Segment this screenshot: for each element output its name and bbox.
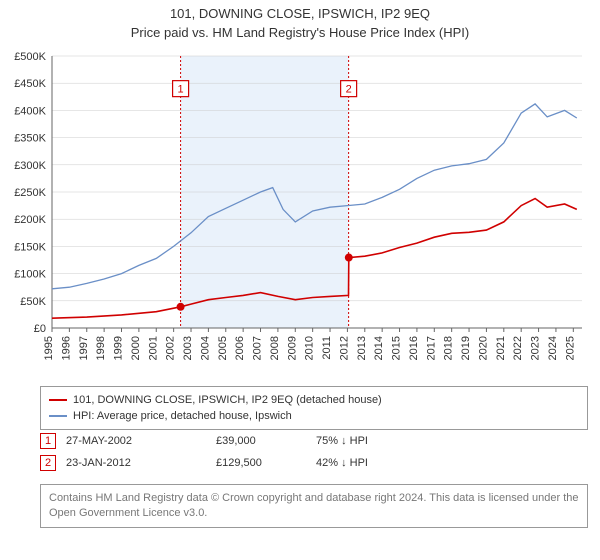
- svg-text:2002: 2002: [165, 336, 177, 360]
- svg-text:2000: 2000: [130, 336, 142, 360]
- svg-text:2023: 2023: [530, 336, 542, 360]
- legend-item: HPI: Average price, detached house, Ipsw…: [49, 408, 579, 424]
- svg-text:2: 2: [346, 84, 352, 96]
- svg-text:2024: 2024: [547, 336, 559, 360]
- svg-text:2016: 2016: [408, 336, 420, 360]
- sales-table: 1 27-MAY-2002 £39,000 75% ↓ HPI 2 23-JAN…: [40, 430, 588, 474]
- svg-text:2007: 2007: [252, 336, 264, 360]
- legend-label: HPI: Average price, detached house, Ipsw…: [73, 408, 292, 424]
- svg-text:2017: 2017: [425, 336, 437, 360]
- legend-swatch-red: [49, 399, 67, 401]
- svg-text:£350K: £350K: [14, 133, 46, 145]
- svg-text:2022: 2022: [512, 336, 524, 360]
- svg-text:£200K: £200K: [14, 214, 46, 226]
- svg-text:2014: 2014: [373, 336, 385, 360]
- sale-date: 27-MAY-2002: [66, 435, 206, 447]
- svg-text:2003: 2003: [182, 336, 194, 360]
- legend-swatch-blue: [49, 415, 67, 417]
- svg-text:2020: 2020: [477, 336, 489, 360]
- svg-text:1998: 1998: [95, 336, 107, 360]
- table-row: 2 23-JAN-2012 £129,500 42% ↓ HPI: [40, 452, 588, 474]
- svg-text:£50K: £50K: [20, 296, 46, 308]
- svg-text:2009: 2009: [286, 336, 298, 360]
- legend-label: 101, DOWNING CLOSE, IPSWICH, IP2 9EQ (de…: [73, 392, 382, 408]
- svg-text:2004: 2004: [199, 336, 211, 360]
- svg-text:2018: 2018: [443, 336, 455, 360]
- sale-date: 23-JAN-2012: [66, 457, 206, 469]
- page-subtitle: Price paid vs. HM Land Registry's House …: [0, 21, 600, 40]
- svg-text:£100K: £100K: [14, 269, 46, 281]
- svg-text:2011: 2011: [321, 336, 333, 360]
- chart-legend: 101, DOWNING CLOSE, IPSWICH, IP2 9EQ (de…: [40, 386, 588, 430]
- svg-text:2021: 2021: [495, 336, 507, 360]
- sale-ref-badge: 2: [40, 455, 56, 471]
- svg-text:2025: 2025: [564, 336, 576, 360]
- svg-text:2015: 2015: [391, 336, 403, 360]
- svg-text:1999: 1999: [113, 336, 125, 360]
- price-chart: £0 £50K £100K £150K £200K £250K £300K £350K £400…: [0, 48, 600, 378]
- svg-text:£400K: £400K: [14, 105, 46, 117]
- svg-text:2010: 2010: [304, 336, 316, 360]
- page-title: 101, DOWNING CLOSE, IPSWICH, IP2 9EQ: [0, 0, 600, 21]
- svg-text:£250K: £250K: [14, 187, 46, 199]
- svg-text:2005: 2005: [217, 336, 229, 360]
- sale-hpi-delta: 42% ↓ HPI: [316, 457, 588, 469]
- svg-text:£300K: £300K: [14, 160, 46, 172]
- svg-text:2006: 2006: [234, 336, 246, 360]
- svg-text:2001: 2001: [147, 336, 159, 360]
- svg-text:£0: £0: [34, 323, 46, 335]
- sale-price: £39,000: [216, 435, 306, 447]
- svg-text:1997: 1997: [78, 336, 90, 360]
- table-row: 1 27-MAY-2002 £39,000 75% ↓ HPI: [40, 430, 588, 452]
- svg-text:£150K: £150K: [14, 241, 46, 253]
- svg-text:£500K: £500K: [14, 51, 46, 63]
- svg-text:2008: 2008: [269, 336, 281, 360]
- svg-text:2013: 2013: [356, 336, 368, 360]
- sale-ref-badge: 1: [40, 433, 56, 449]
- svg-text:2019: 2019: [460, 336, 472, 360]
- svg-text:1996: 1996: [60, 336, 72, 360]
- svg-text:£450K: £450K: [14, 78, 46, 90]
- sale-price: £129,500: [216, 457, 306, 469]
- legend-item: 101, DOWNING CLOSE, IPSWICH, IP2 9EQ (de…: [49, 392, 579, 408]
- svg-text:1995: 1995: [43, 336, 55, 360]
- attribution-text: Contains HM Land Registry data © Crown c…: [40, 484, 588, 528]
- svg-text:1: 1: [178, 84, 184, 96]
- sale-hpi-delta: 75% ↓ HPI: [316, 435, 588, 447]
- svg-text:2012: 2012: [338, 336, 350, 360]
